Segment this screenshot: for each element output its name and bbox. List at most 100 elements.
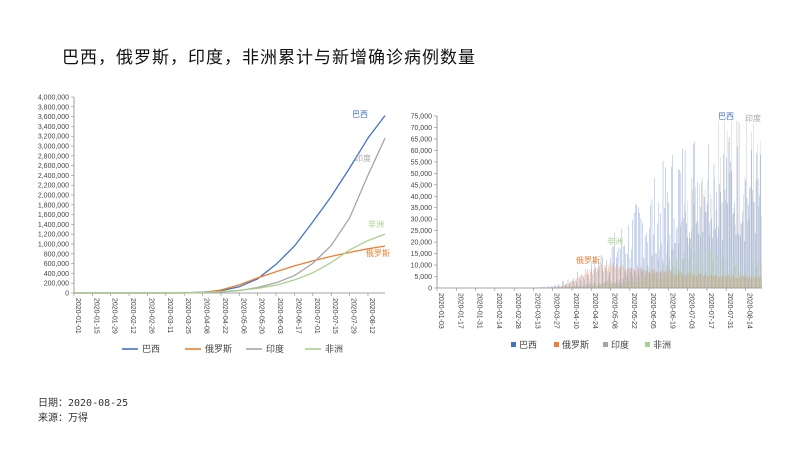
- left-x-tick-label: 2020-03-11: [166, 298, 173, 333]
- left-x-tick-label: 2020-01-01: [74, 298, 81, 334]
- left-y-tick-label: 3,600,000: [38, 114, 69, 121]
- left-x-tick-label: 2020-03-25: [184, 298, 191, 334]
- left-y-tick-label: 800,000: [44, 251, 69, 258]
- right-y-tick-label: 10,000: [411, 263, 433, 270]
- left-legend-label-brazil: 巴西: [142, 344, 160, 355]
- left-annotation-india: 印度: [355, 153, 371, 163]
- right-x-tick-label: 2020-07-31: [726, 293, 733, 329]
- right-x-tick-label: 2020-01-03: [437, 293, 444, 329]
- right-annotation-africa: 非洲: [607, 236, 623, 246]
- left-y-tick-label: 1,800,000: [38, 202, 69, 209]
- left-x-tick-label: 2020-06-17: [294, 298, 301, 334]
- left-y-tick-label: 1,600,000: [38, 212, 69, 219]
- left-y-tick-label: 2,400,000: [38, 173, 69, 180]
- right-y-tick-label: 25,000: [411, 228, 433, 235]
- left-legend-label-india: 印度: [266, 343, 284, 355]
- left-x-tick-label: 2020-05-20: [258, 298, 265, 334]
- right-y-tick-label: 70,000: [411, 125, 433, 132]
- right-x-tick-label: 2020-01-17: [456, 293, 463, 329]
- left-annotation-africa: 非洲: [368, 219, 384, 229]
- left-x-tick-label: 2020-01-29: [111, 298, 118, 334]
- right-legend-label-india: 印度: [611, 339, 629, 351]
- left-legend-label-africa: 非洲: [325, 343, 343, 355]
- bar-series-brazil: [532, 137, 761, 288]
- left-x-tick-label: 2020-01-15: [92, 298, 99, 334]
- right-x-tick-label: 2020-03-27: [553, 293, 560, 329]
- left-x-tick-label: 2020-04-08: [203, 298, 210, 334]
- left-x-tick-label: 2020-07-15: [331, 298, 338, 334]
- right-x-tick-label: 2020-06-05: [649, 293, 656, 329]
- bar-series-india: [549, 121, 762, 288]
- line-series-africa: [74, 233, 386, 294]
- right-legend-label-russia: 俄罗斯: [562, 339, 589, 351]
- right-legend-label-africa: 非洲: [653, 339, 671, 351]
- right-x-tick-label: 2020-01-31: [476, 293, 483, 329]
- date-note: 日期：2020-08-25: [38, 398, 129, 409]
- left-y-tick-label: 200,000: [44, 281, 69, 288]
- right-y-tick-label: 55,000: [411, 159, 433, 166]
- right-y-tick-label: 75,000: [411, 114, 433, 121]
- right-x-tick-label: 2020-05-22: [630, 293, 637, 329]
- left-y-tick-label: 3,800,000: [38, 104, 69, 111]
- right-legend-label-brazil: 巴西: [519, 340, 537, 351]
- left-y-tick-label: 3,400,000: [38, 124, 69, 131]
- left-y-tick-label: 0: [65, 291, 69, 298]
- left-x-tick-label: 2020-06-03: [276, 298, 283, 334]
- right-y-tick-label: 40,000: [411, 194, 433, 201]
- right-x-tick-label: 2020-08-14: [745, 293, 752, 329]
- right-x-tick-label: 2020-04-24: [591, 293, 598, 329]
- left-x-tick-label: 2020-04-22: [221, 298, 228, 334]
- right-x-tick-label: 2020-04-10: [572, 293, 579, 329]
- right-annotation-russia: 俄罗斯: [576, 255, 600, 265]
- left-y-tick-label: 2,200,000: [38, 183, 69, 190]
- left-y-tick-label: 4,000,000: [38, 95, 69, 102]
- source-note: 来源：万得: [38, 413, 88, 424]
- right-y-tick-label: 35,000: [411, 205, 433, 212]
- left-y-tick-label: 1,200,000: [38, 232, 69, 239]
- left-annotation-russia: 俄罗斯: [366, 248, 390, 258]
- right-y-tick-label: 0: [428, 286, 432, 293]
- right-annotation-brazil: 巴西: [718, 112, 734, 121]
- right-x-tick-label: 2020-05-08: [611, 293, 618, 329]
- left-y-tick-label: 2,000,000: [38, 193, 69, 200]
- left-y-tick-label: 2,600,000: [38, 163, 69, 170]
- right-y-tick-label: 60,000: [411, 148, 433, 155]
- right-x-tick-label: 2020-06-19: [668, 293, 675, 329]
- left-y-tick-label: 3,000,000: [38, 144, 69, 151]
- left-x-tick-label: 2020-08-12: [368, 298, 375, 334]
- bar-series-russia: [548, 262, 762, 288]
- right-legend-swatch-russia: [554, 342, 559, 347]
- left-y-tick-label: 2,800,000: [38, 153, 69, 160]
- right-y-tick-label: 65,000: [411, 136, 433, 143]
- right-y-tick-label: 20,000: [411, 240, 433, 247]
- right-x-tick-label: 2020-03-13: [533, 293, 540, 329]
- right-y-tick-label: 50,000: [411, 171, 433, 178]
- right-y-tick-label: 5,000: [414, 274, 432, 281]
- right-y-tick-label: 15,000: [411, 251, 433, 258]
- left-x-tick-label: 2020-07-01: [313, 298, 320, 334]
- right-legend-swatch-india: [603, 342, 608, 347]
- bar-series-africa: [542, 247, 762, 288]
- left-x-tick-label: 2020-02-26: [147, 298, 154, 334]
- footer-notes: 日期：2020-08-25 来源：万得: [38, 396, 128, 426]
- left-y-tick-label: 400,000: [44, 271, 69, 278]
- left-annotation-brazil: 巴西: [352, 110, 368, 119]
- left-x-tick-label: 2020-05-06: [239, 298, 246, 334]
- right-annotation-india: 印度: [745, 113, 761, 123]
- right-legend-swatch-africa: [645, 342, 650, 347]
- left-legend-label-russia: 俄罗斯: [205, 343, 232, 355]
- left-y-tick-label: 3,200,000: [38, 134, 69, 141]
- left-x-tick-label: 2020-07-29: [350, 298, 357, 334]
- page-title: 巴西，俄罗斯，印度，非洲累计与新增确诊病例数量: [62, 48, 476, 68]
- left-y-tick-label: 600,000: [44, 261, 69, 268]
- left-y-tick-label: 1,400,000: [38, 222, 69, 229]
- right-x-tick-label: 2020-07-03: [688, 293, 695, 329]
- right-x-tick-label: 2020-02-14: [495, 293, 502, 329]
- right-x-tick-label: 2020-02-28: [514, 293, 521, 329]
- right-y-tick-label: 30,000: [411, 217, 433, 224]
- right-legend-swatch-brazil: [511, 342, 516, 347]
- right-y-tick-label: 45,000: [411, 182, 433, 189]
- right-x-tick-label: 2020-07-17: [707, 293, 714, 329]
